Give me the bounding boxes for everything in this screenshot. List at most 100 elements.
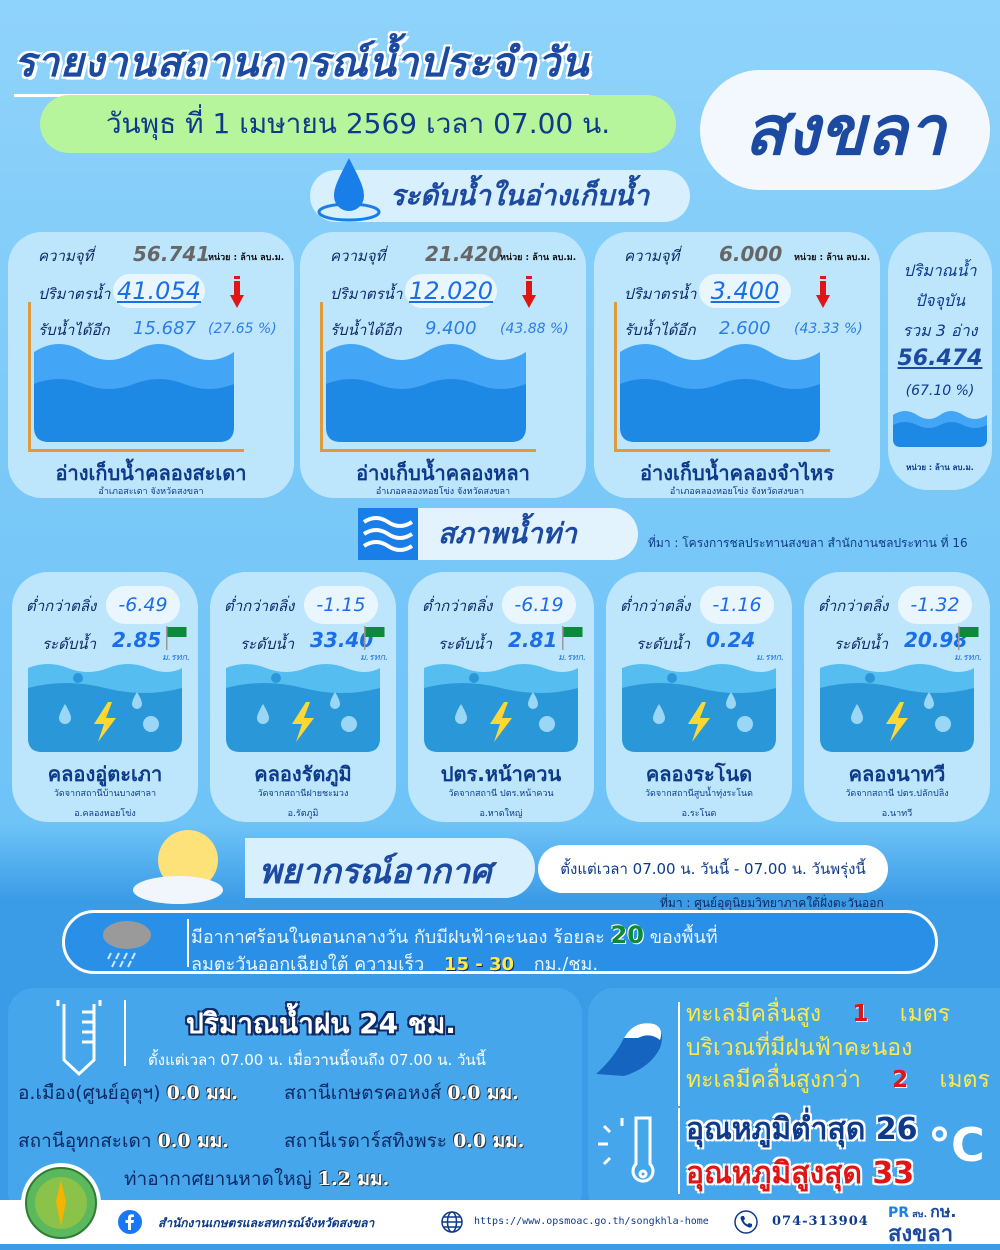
station-name: สถานีอุทกสะเดา	[18, 1130, 152, 1152]
water-level-value: 33.40	[310, 628, 374, 652]
remaining-label: รับน้ำได้อีก	[330, 321, 402, 339]
station-section-header: สภาพน้ำท่า	[358, 508, 638, 560]
temp-unit: °C	[928, 1118, 985, 1172]
rainfall-title: ปริมาณน้ำฝน 24 ชม.	[186, 1007, 456, 1040]
rainfall-value: 1.2 มม.	[317, 1168, 390, 1190]
station-name: คลองระโนด	[645, 762, 753, 786]
water-level-label: ระดับน้ำ	[834, 635, 889, 653]
below-bank-value: -6.49	[106, 586, 180, 624]
station-name: สถานีเรดาร์สทิงพระ	[284, 1130, 448, 1152]
sea-line2: บริเวณที่มีฝนฟ้าคะนอง	[686, 1035, 913, 1061]
facebook-link[interactable]: สำนักงานเกษตรและสหกรณ์จังหวัดสงขลา	[158, 1216, 375, 1230]
volume-label: ปริมาตรน้ำ	[330, 285, 403, 303]
sea-text: ทะเลมีคลื่นสูง	[686, 1001, 822, 1027]
temp-min-label: อุณหภูมิต่ำสุด	[686, 1112, 866, 1147]
water-level-graphic	[622, 664, 776, 752]
sea-text: ทะเลมีคลื่นสูงกว่า	[686, 1067, 861, 1093]
unit-label: ม.รทก.	[558, 653, 586, 663]
rainfall-row: อ.เมือง(ศูนย์อุตุฯ) 0.0 มม.	[18, 1078, 238, 1108]
phone-icon	[734, 1210, 758, 1234]
station-source-name: วัดจากสถานี ปตร.ปลักปลิง	[845, 789, 949, 799]
arrow-down-icon	[522, 276, 536, 308]
unit-label: ม.รทก.	[954, 653, 982, 663]
station-name: คลองอู่ตะเภา	[47, 762, 163, 786]
temp-max-value: 33	[872, 1156, 915, 1191]
rainfall-value: 0.0 มม.	[447, 1082, 519, 1104]
divider	[678, 1002, 680, 1106]
rainfall-row: สถานีอุทกสะเดา 0.0 มม.	[18, 1126, 229, 1156]
thermometer-sun-icon	[598, 1116, 655, 1183]
website-link[interactable]: https://www.opsmoac.go.th/songkhla-home	[474, 1216, 709, 1227]
reservoir-section-title: ระดับน้ำในอ่างเก็บน้ำ	[390, 179, 650, 212]
wave-height: 1	[852, 1001, 869, 1027]
rain-gauge-icon	[56, 1000, 102, 1077]
reservoir-section-header: ระดับน้ำในอ่างเก็บน้ำ	[310, 158, 690, 222]
pr-logo: PR สษ. กษ. สงขลา	[888, 1202, 957, 1247]
station-district: อ.ระโนด	[681, 809, 717, 819]
reservoir-name: อ่างเก็บน้ำคลองสะเดา	[55, 461, 247, 485]
reservoir-card: ความจุที่ 56.741 หน่วย : ล้าน ลบ.ม. ปริม…	[8, 232, 294, 498]
divider	[678, 1108, 680, 1194]
arrow-down-icon	[816, 276, 830, 308]
river-icon	[358, 508, 418, 560]
facebook-icon[interactable]	[118, 1210, 142, 1234]
footer: สำนักงานเกษตรและสหกรณ์จังหวัดสงขลา https…	[0, 1200, 1000, 1247]
water-level-value: 0.24	[706, 628, 756, 652]
water-tank-graphic	[34, 344, 234, 442]
wave-height: 2	[892, 1067, 909, 1093]
chart-axis	[28, 302, 244, 452]
summary-line1: ปริมาณน้ำ	[903, 261, 977, 280]
below-bank-label: ต่ำกว่าตลิ่ง	[422, 597, 493, 615]
reservoir-location: อำเภอสะเดา จังหวัดสงขลา	[98, 487, 204, 497]
station-card: ต่ำกว่าตลิ่ง -6.49 ระดับน้ำ 2.85 ม.รทก. …	[12, 572, 198, 822]
station-source-name: วัดจากสถานีบ้านบางศาลา	[53, 789, 157, 799]
report-date: วันพุธ ที่ 1 เมษายน 2569 เวลา 07.00 น.	[40, 95, 676, 153]
forecast-line1-text: มีอากาศร้อนในตอนกลางวัน กับมีฝนฟ้าคะนอง …	[191, 927, 605, 948]
capacity-label: ความจุที่	[624, 247, 680, 265]
station-district: อ.คลองหอยโข่ง	[74, 809, 136, 819]
reservoir-card: ความจุที่ 21.420 หน่วย : ล้าน ลบ.ม. ปริม…	[300, 232, 586, 498]
unit-label: หน่วย : ล้าน ลบ.ม.	[500, 253, 577, 263]
rainfall-row: สถานีเกษตรคอหงส์ 0.0 มม.	[284, 1078, 519, 1108]
station-name: ท่าอากาศยานหาดใหญ่	[124, 1168, 312, 1190]
water-level-value: 2.85	[112, 628, 162, 652]
volume-value: 12.020	[405, 274, 497, 308]
green-flag-icon	[958, 626, 979, 650]
reservoir-location: อำเภอคลองหอยโข่ง จังหวัดสงขลา	[375, 487, 511, 497]
station-source-name: วัดจากสถานี ปตร.หน้าควน	[448, 789, 554, 799]
water-level-graphic	[424, 664, 578, 752]
green-flag-icon	[166, 626, 187, 650]
remaining-percent: (43.33 %)	[794, 321, 863, 337]
sea-temp-panel: ทะเลมีคลื่นสูง 1 เมตร บริเวณที่มีฝนฟ้าคะ…	[588, 988, 1000, 1218]
below-bank-label: ต่ำกว่าตลิ่ง	[620, 597, 691, 615]
water-tank-graphic	[326, 344, 526, 442]
weather-title: พยากรณ์อากาศ	[245, 838, 535, 898]
sea-line1: ทะเลมีคลื่นสูง 1 เมตร	[686, 996, 986, 1032]
remaining-label: รับน้ำได้อีก	[624, 321, 696, 339]
globe-icon	[441, 1211, 463, 1233]
reservoir-card: ความจุที่ 6.000 หน่วย : ล้าน ลบ.ม. ปริมา…	[594, 232, 880, 498]
reservoir-name: อ่างเก็บน้ำคลองจำไหร	[640, 461, 834, 485]
ministry-seal-logo	[21, 1163, 101, 1243]
wave-unit: เมตร	[939, 1067, 990, 1093]
volume-value: 3.400	[699, 274, 791, 308]
volume-value: 41.054	[113, 274, 205, 308]
temp-max-label: อุณหภูมิสูงสุด	[686, 1156, 862, 1191]
water-level-label: ระดับน้ำ	[42, 635, 97, 653]
forecast-box: มีอากาศร้อนในตอนกลางวัน กับมีฝนฟ้าคะนอง …	[62, 910, 938, 975]
station-source: ที่มา : โครงการชลประทานสงขลา สำนักงานชลป…	[648, 536, 968, 550]
rainfall-panel: ปริมาณน้ำฝน 24 ชม. ตั้งแต่เวลา 07.00 น. …	[8, 988, 582, 1218]
station-district: อ.นาทวี	[881, 809, 913, 819]
unit-label: หน่วย : ล้าน ลบ.ม.	[794, 253, 871, 263]
rainfall-value: 0.0 มม.	[166, 1082, 238, 1104]
below-bank-label: ต่ำกว่าตลิ่ง	[224, 597, 295, 615]
water-level-label: ระดับน้ำ	[636, 635, 691, 653]
chart-axis	[320, 302, 536, 452]
water-tank-graphic	[620, 344, 820, 442]
wave-unit: เมตร	[899, 1001, 951, 1027]
water-level-graphic	[820, 664, 974, 752]
station-card: ต่ำกว่าตลิ่ง -6.19 ระดับน้ำ 2.81 ม.รทก. …	[408, 572, 594, 822]
sea-line3: ทะเลมีคลื่นสูงกว่า 2 เมตร	[686, 1062, 996, 1098]
rainfall-value: 0.0 มม.	[453, 1130, 525, 1152]
remaining-value: 9.400	[425, 318, 477, 339]
